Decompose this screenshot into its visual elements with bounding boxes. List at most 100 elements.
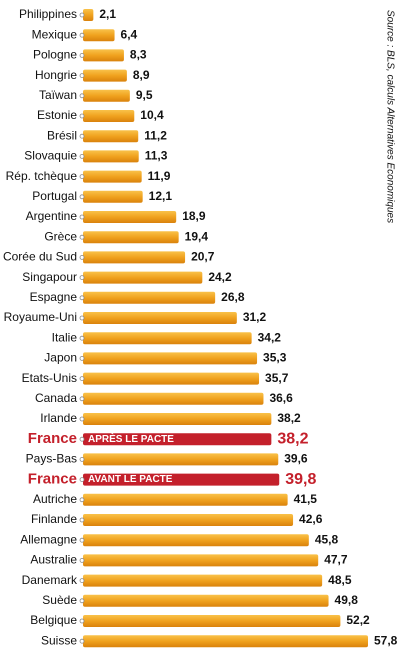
value-label: 11,3 [145,149,168,163]
value-label: 38,2 [277,430,308,447]
value-label: 42,6 [299,512,323,526]
category-label: Brésil [47,128,77,142]
bar [83,493,288,506]
category-label: France [28,471,77,488]
bar [83,49,124,62]
value-label: 36,6 [269,391,293,405]
bar-start-dot [79,416,85,422]
bar-annotation: APRÈS LE PACTE [88,432,174,445]
value-label: 39,6 [284,452,308,466]
bar [83,271,203,284]
bar-start-dot [79,517,85,523]
bar-start-dot [79,497,85,503]
category-label: Etats-Unis [22,371,77,385]
bar [83,534,309,547]
value-label: 48,5 [328,573,352,587]
value-label: 18,9 [182,209,206,223]
bar [83,433,272,446]
category-label: Estonie [37,108,77,122]
value-label: 34,2 [258,330,282,344]
category-label: Pays-Bas [26,452,77,466]
bar [83,29,115,42]
bar [83,170,142,183]
source: Source : BLS, calculs Alternatives Econo… [384,10,395,223]
category-label: Autriche [33,492,77,506]
value-label: 10,4 [140,108,164,122]
value-label: 8,9 [133,68,150,82]
bar-start-dot [79,194,85,200]
bar [83,291,216,304]
bar-start-dot [79,456,85,462]
bar-start-dot [79,113,85,119]
bar-start-dot [79,53,85,58]
value-label: 35,3 [263,351,287,365]
value-label: 52,2 [346,613,370,627]
value-label: 47,7 [324,553,348,567]
value-label: 6,4 [121,27,138,41]
bar [83,413,272,425]
category-label: Suisse [41,633,77,647]
value-label: 9,5 [136,88,153,102]
category-label: Slovaquie [24,149,77,163]
category-label: Espagne [30,290,78,304]
bar [83,554,319,567]
category-label: Suède [42,593,77,607]
value-label: 12,1 [149,189,173,203]
bar-start-dot [79,295,85,301]
bar [83,130,139,143]
bar [83,9,94,21]
category-label: Royaume-Uni [4,310,77,324]
bar [83,89,130,102]
bar-start-dot [79,618,85,624]
bar-start-dot [79,275,85,281]
value-label: 35,7 [265,371,289,385]
bar-start-dot [79,153,85,159]
value-label: 31,2 [243,310,267,324]
bar [83,69,127,82]
value-label: 2,1 [99,7,116,21]
value-label: 26,8 [221,290,245,304]
bar [83,453,279,466]
bar [83,251,186,264]
bar [83,332,252,345]
category-label: Singapour [22,270,77,284]
value-label: 19,4 [185,229,209,243]
bar [83,635,368,648]
bar [83,594,329,607]
value-label: 11,2 [144,128,167,142]
bar [83,190,143,203]
value-label: 38,2 [277,411,301,425]
bar-start-dot [79,477,85,483]
category-label: Grèce [44,229,77,243]
bar [83,615,341,627]
bar [83,574,323,587]
bar-start-dot [79,578,85,583]
value-label: 11,9 [148,169,171,183]
bar-start-dot [79,12,85,18]
value-label: 57,8 [374,633,398,647]
bar-start-dot [79,234,85,240]
bar [83,211,177,223]
value-label: 41,5 [294,492,318,506]
bar-start-dot [79,73,85,78]
value-label: 8,3 [130,48,147,62]
value-label: 24,2 [208,270,232,284]
value-label: 20,7 [191,250,215,264]
category-label: Danemark [22,573,78,587]
bar [83,312,237,324]
category-label: Australie [30,553,77,567]
bar-start-dot [79,376,85,382]
category-label: Italie [52,330,78,344]
bar-start-dot [79,174,85,180]
bar-start-dot [79,93,85,99]
bar [83,372,260,385]
bar [83,514,294,526]
bar-start-dot [79,638,85,644]
bar-annotation: AVANT LE PACTE [88,474,173,485]
bar [83,231,179,244]
category-label: Pologne [33,48,77,62]
category-label: Mexique [32,27,78,41]
bar [83,150,139,163]
bar-start-dot [79,558,85,563]
